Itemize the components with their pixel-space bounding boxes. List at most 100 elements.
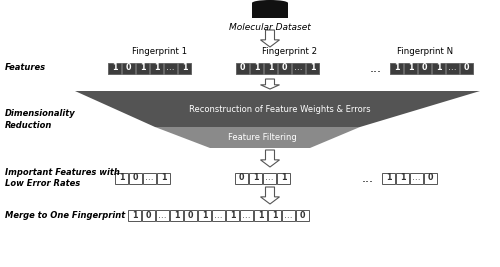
Text: 0: 0 [300, 210, 305, 219]
Polygon shape [260, 30, 280, 47]
Text: ...: ... [145, 174, 154, 183]
Bar [122, 62, 135, 73]
Text: 1: 1 [174, 210, 179, 219]
Text: 1: 1 [268, 64, 273, 73]
Text: 0: 0 [422, 64, 427, 73]
Text: 1: 1 [161, 174, 166, 183]
Bar [252, 3, 288, 8]
Text: 0: 0 [282, 64, 287, 73]
Text: Dimensionality
Reduction: Dimensionality Reduction [5, 109, 76, 130]
Polygon shape [155, 127, 360, 148]
Text: Fingerprint 2: Fingerprint 2 [262, 48, 318, 57]
Text: 0: 0 [240, 64, 245, 73]
Text: Important Features with
Low Error Rates: Important Features with Low Error Rates [5, 168, 120, 189]
Bar [157, 172, 170, 183]
Bar [115, 172, 128, 183]
Bar [129, 172, 142, 183]
Text: ...: ... [362, 171, 374, 184]
Text: 1: 1 [400, 174, 405, 183]
Bar [150, 62, 163, 73]
Polygon shape [260, 150, 280, 167]
Text: 1: 1 [254, 64, 259, 73]
Bar [250, 62, 263, 73]
Bar [432, 62, 445, 73]
Text: ...: ... [448, 64, 457, 73]
Bar [460, 62, 473, 73]
Bar [277, 172, 290, 183]
Text: 1: 1 [119, 174, 124, 183]
Text: 1: 1 [230, 210, 235, 219]
Text: 1: 1 [408, 64, 413, 73]
Text: 0: 0 [126, 64, 131, 73]
Text: 0: 0 [239, 174, 244, 183]
Bar [278, 62, 291, 73]
Text: Molecular Dataset: Molecular Dataset [229, 23, 311, 32]
Text: 0: 0 [464, 64, 469, 73]
Text: ...: ... [158, 210, 167, 219]
Polygon shape [260, 79, 280, 89]
Bar [156, 210, 169, 221]
Bar [128, 210, 141, 221]
Bar [282, 210, 295, 221]
Bar [143, 172, 156, 183]
Bar [268, 210, 281, 221]
Text: Reconstruction of Feature Weights & Errors: Reconstruction of Feature Weights & Erro… [189, 104, 371, 113]
Bar [240, 210, 253, 221]
Bar [184, 210, 197, 221]
Text: Features: Features [5, 64, 46, 73]
Text: 1: 1 [272, 210, 277, 219]
Bar [212, 210, 225, 221]
Bar [164, 62, 177, 73]
Bar [236, 62, 249, 73]
Bar [178, 62, 191, 73]
Bar [306, 62, 319, 73]
Text: ...: ... [412, 174, 421, 183]
Text: 1: 1 [394, 64, 399, 73]
Text: ...: ... [166, 64, 175, 73]
Text: 1: 1 [310, 64, 316, 73]
Bar [263, 172, 276, 183]
Bar [418, 62, 431, 73]
Text: Feature Filtering: Feature Filtering [228, 133, 296, 142]
Text: 1: 1 [281, 174, 286, 183]
Bar [108, 62, 121, 73]
Text: 1: 1 [386, 174, 391, 183]
Bar [136, 62, 149, 73]
Bar [235, 172, 248, 183]
Bar [142, 210, 155, 221]
Bar [292, 62, 305, 73]
Text: ...: ... [370, 61, 382, 74]
Text: 1: 1 [140, 64, 145, 73]
Text: Merge to One Fingerprint: Merge to One Fingerprint [5, 210, 125, 219]
Bar [264, 62, 277, 73]
Text: 0: 0 [428, 174, 433, 183]
Text: 1: 1 [154, 64, 159, 73]
Polygon shape [260, 187, 280, 204]
Ellipse shape [252, 0, 288, 6]
Bar [296, 210, 309, 221]
Text: Fingerprint 1: Fingerprint 1 [132, 48, 188, 57]
Bar [252, 8, 288, 13]
Text: ...: ... [294, 64, 303, 73]
Text: Fingerprint N: Fingerprint N [397, 48, 453, 57]
Text: 0: 0 [146, 210, 151, 219]
Text: 1: 1 [253, 174, 258, 183]
Bar [254, 210, 267, 221]
Bar [198, 210, 211, 221]
Bar [446, 62, 459, 73]
Bar [170, 210, 183, 221]
Text: 1: 1 [436, 64, 442, 73]
Bar [226, 210, 239, 221]
Text: 1: 1 [258, 210, 263, 219]
Text: 0: 0 [188, 210, 193, 219]
Bar [404, 62, 417, 73]
Text: 1: 1 [202, 210, 207, 219]
Text: 1: 1 [182, 64, 187, 73]
Text: ...: ... [242, 210, 251, 219]
Bar [382, 172, 395, 183]
Bar [424, 172, 437, 183]
Text: 1: 1 [112, 64, 117, 73]
Bar [252, 13, 288, 18]
Text: ...: ... [284, 210, 293, 219]
Text: 1: 1 [132, 210, 137, 219]
